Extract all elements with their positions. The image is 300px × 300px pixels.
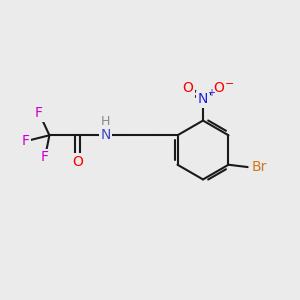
Text: F: F <box>22 134 30 148</box>
Text: O: O <box>72 155 83 169</box>
Text: N: N <box>198 92 208 106</box>
Text: F: F <box>41 150 49 164</box>
Text: Br: Br <box>252 160 267 174</box>
Text: +: + <box>207 88 215 98</box>
Text: O: O <box>213 81 224 95</box>
Text: H: H <box>101 115 110 128</box>
Text: −: − <box>225 79 234 89</box>
Text: F: F <box>35 106 43 120</box>
Text: N: N <box>100 128 110 142</box>
Text: O: O <box>182 81 193 95</box>
